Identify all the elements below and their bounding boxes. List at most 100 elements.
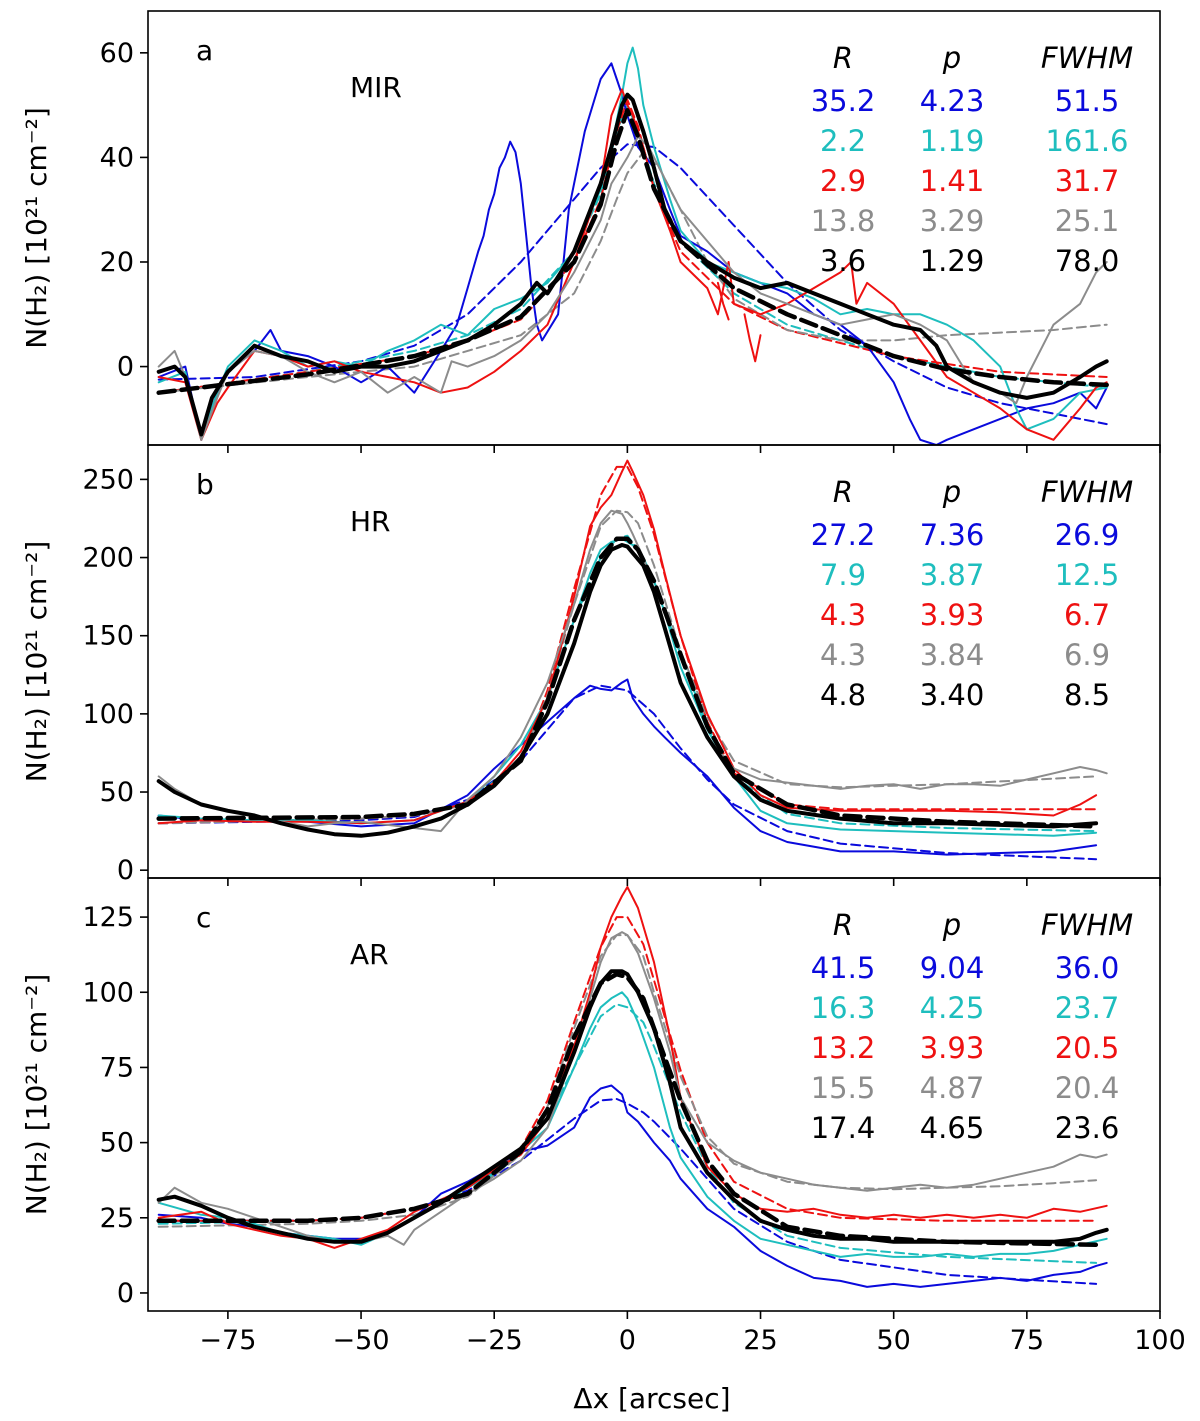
y-tick-label: 0 bbox=[117, 352, 134, 383]
x-tick-label: 25 bbox=[743, 1325, 777, 1356]
table-cell-r: 15.5 bbox=[811, 1071, 876, 1105]
table-cell-fwhm: 20.4 bbox=[1055, 1071, 1120, 1105]
panel-letter: c bbox=[196, 901, 211, 934]
table-header-p: p bbox=[942, 41, 961, 75]
table-cell-p: 1.41 bbox=[920, 164, 985, 198]
table-cell-p: 7.36 bbox=[920, 518, 985, 552]
y-tick-label: 0 bbox=[117, 1278, 134, 1309]
table-cell-p: 4.23 bbox=[920, 84, 985, 118]
table-header-p: p bbox=[942, 475, 961, 509]
table-header-fwhm: FWHM bbox=[1041, 908, 1133, 942]
x-tick-label: −75 bbox=[199, 1325, 256, 1356]
table-cell-p: 4.65 bbox=[920, 1111, 985, 1145]
y-tick-label: 60 bbox=[100, 38, 134, 69]
series-line-c-black-fit bbox=[156, 971, 1099, 1248]
table-header-fwhm: FWHM bbox=[1041, 475, 1133, 509]
table-cell-fwhm: 26.9 bbox=[1055, 518, 1120, 552]
series-line-a-red-fragment2 bbox=[743, 313, 762, 363]
table-cell-fwhm: 6.9 bbox=[1064, 638, 1110, 672]
table-cell-r: 17.4 bbox=[811, 1111, 876, 1145]
y-axis-title: N(H₂) [10²¹ cm⁻²] bbox=[20, 974, 53, 1215]
table-cell-r: 4.3 bbox=[820, 638, 866, 672]
table-cell-fwhm: 31.7 bbox=[1055, 164, 1120, 198]
panel-name: HR bbox=[350, 505, 391, 538]
table-cell-r: 41.5 bbox=[811, 951, 876, 985]
y-tick-label: 200 bbox=[82, 543, 134, 574]
series-line-b-grey bbox=[157, 509, 1108, 833]
panel-name: AR bbox=[350, 938, 389, 971]
panel-series-group bbox=[156, 886, 1109, 1288]
table-cell-fwhm: 12.5 bbox=[1055, 558, 1120, 592]
y-tick-label: 50 bbox=[100, 1128, 134, 1159]
table-cell-p: 3.93 bbox=[920, 598, 985, 632]
x-axis-title: Δx [arcsec] bbox=[573, 1382, 730, 1415]
table-cell-r: 27.2 bbox=[811, 518, 876, 552]
y-tick-label: 0 bbox=[117, 855, 134, 886]
table-cell-fwhm: 25.1 bbox=[1055, 204, 1120, 238]
x-tick-label: 75 bbox=[1010, 1325, 1044, 1356]
table-cell-fwhm: 23.6 bbox=[1055, 1111, 1120, 1145]
series-line-a-blue bbox=[157, 62, 1108, 445]
table-header-r: R bbox=[833, 475, 853, 509]
table-cell-r: 4.3 bbox=[820, 598, 866, 632]
series-line-c-grey-fit bbox=[157, 934, 1098, 1228]
y-tick-label: 150 bbox=[82, 621, 134, 652]
y-tick-label: 40 bbox=[100, 142, 134, 173]
panel-b: 0 50 100 150 200 250 N(H₂) [10²¹ cm⁻²] b HR R p FWH… bbox=[20, 444, 1161, 886]
panels-layer: 0 20 40 60 N(H₂) [10²¹ cm⁻²] a MIR R p FWHM 35.2 4.… bbox=[20, 10, 1186, 1356]
table-cell-p: 1.19 bbox=[920, 124, 985, 158]
panel-series-group bbox=[156, 459, 1108, 861]
y-tick-label: 250 bbox=[82, 464, 134, 495]
panel-letter: a bbox=[196, 34, 213, 67]
panel-c: 0 25 50 75 100 125 −75 −50 −25 0 25 50 75 100 N(H₂) [1… bbox=[20, 877, 1186, 1356]
series-line-a-black bbox=[156, 92, 1109, 437]
panel-name: MIR bbox=[350, 71, 402, 104]
y-tick-label: 25 bbox=[100, 1203, 134, 1234]
table-cell-p: 3.40 bbox=[920, 678, 985, 712]
series-line-b-red bbox=[157, 459, 1098, 825]
y-axis-title: N(H₂) [10²¹ cm⁻²] bbox=[20, 541, 53, 782]
y-tick-label: 100 bbox=[82, 699, 134, 730]
table-cell-r: 4.8 bbox=[820, 678, 866, 712]
table-cell-p: 1.29 bbox=[920, 244, 985, 278]
table-cell-r: 7.9 bbox=[820, 558, 866, 592]
series-line-b-black bbox=[156, 543, 1099, 838]
y-tick-label: 75 bbox=[100, 1052, 134, 1083]
table-cell-fwhm: 36.0 bbox=[1055, 951, 1120, 985]
table-cell-p: 3.29 bbox=[920, 204, 985, 238]
x-tick-label: −25 bbox=[466, 1325, 523, 1356]
table-cell-fwhm: 6.7 bbox=[1064, 598, 1110, 632]
table-cell-fwhm: 161.6 bbox=[1045, 124, 1128, 158]
table-cell-r: 35.2 bbox=[811, 84, 876, 118]
table-cell-p: 4.25 bbox=[920, 991, 985, 1025]
table-cell-p: 3.87 bbox=[920, 558, 985, 592]
table-cell-fwhm: 78.0 bbox=[1055, 244, 1120, 278]
table-header-r: R bbox=[833, 908, 853, 942]
panel-series-group bbox=[156, 46, 1109, 445]
table-cell-r: 13.2 bbox=[811, 1031, 876, 1065]
table-cell-fwhm: 23.7 bbox=[1055, 991, 1120, 1025]
table-header-p: p bbox=[942, 908, 961, 942]
table-cell-r: 13.8 bbox=[811, 204, 876, 238]
panel-a: 0 20 40 60 N(H₂) [10²¹ cm⁻²] a MIR R p FWHM 35.2 4.… bbox=[20, 10, 1161, 453]
table-cell-r: 16.3 bbox=[811, 991, 876, 1025]
y-axis-title: N(H₂) [10²¹ cm⁻²] bbox=[20, 107, 53, 348]
series-line-c-blue bbox=[157, 1084, 1108, 1288]
y-tick-label: 125 bbox=[82, 902, 134, 933]
x-tick-label: 0 bbox=[619, 1325, 636, 1356]
table-cell-p: 9.04 bbox=[920, 951, 985, 985]
panel-letter: b bbox=[196, 468, 214, 501]
panel-frame bbox=[147, 877, 1161, 1312]
y-tick-label: 50 bbox=[100, 777, 134, 808]
y-tick-label: 20 bbox=[100, 247, 134, 278]
table-cell-p: 3.93 bbox=[920, 1031, 985, 1065]
series-line-c-black bbox=[156, 969, 1109, 1244]
table-header-fwhm: FWHM bbox=[1041, 41, 1133, 75]
table-cell-r: 3.6 bbox=[820, 244, 866, 278]
table-cell-r: 2.9 bbox=[820, 164, 866, 198]
x-tick-label: 50 bbox=[877, 1325, 911, 1356]
x-tick-label: −50 bbox=[333, 1325, 390, 1356]
series-line-b-blue bbox=[157, 678, 1098, 856]
table-cell-p: 3.84 bbox=[920, 638, 985, 672]
